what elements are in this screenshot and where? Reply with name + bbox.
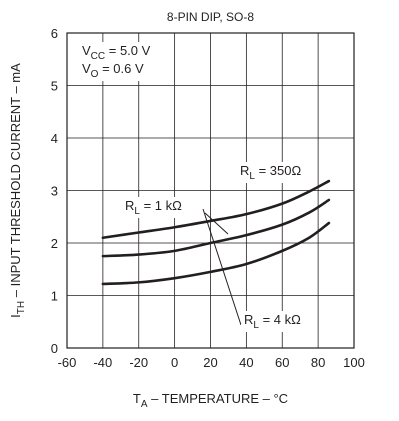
condition-vo: VO = 0.6 V (82, 61, 144, 80)
y-tick-label: 3 (51, 184, 58, 199)
x-tick-label: 0 (171, 355, 178, 370)
curves (101, 179, 331, 286)
x-tick-label: 60 (275, 355, 289, 370)
label-1k-background (122, 197, 186, 218)
chart-title: 8-PIN DIP, SO-8 (167, 10, 254, 24)
condition-vcc: VCC = 5.0 V (82, 43, 151, 62)
leader-line-4k (202, 208, 242, 326)
conditions-background (80, 42, 153, 81)
x-tick-label: 20 (203, 355, 217, 370)
y-tick-label: 4 (51, 131, 58, 146)
y-tick-labels: 0 1 2 3 4 5 6 (51, 26, 58, 356)
x-tick-labels: -60 -40 -20 0 20 40 60 80 100 (58, 355, 365, 370)
y-tick-label: 6 (51, 26, 58, 41)
y-axis-label: ITH – INPUT THRESHOLD CURRENT – mA (8, 63, 27, 318)
series-label-350ohm: RL = 350Ω (240, 163, 301, 182)
curve-rl-4kohm (101, 221, 331, 286)
series-label-1kohm: RL = 1 kΩ (125, 198, 182, 217)
x-tick-label: 100 (343, 355, 365, 370)
y-tick-label: 2 (51, 236, 58, 251)
curve-rl-1kohm (101, 198, 331, 258)
series-label-4kohm: RL = 4 kΩ (244, 312, 301, 331)
x-tick-label: 40 (239, 355, 253, 370)
y-tick-label: 5 (51, 79, 58, 94)
label-leaders (202, 208, 242, 326)
label-350-background (237, 162, 305, 183)
curve-rl-350ohm (101, 179, 331, 240)
x-tick-label: -60 (58, 355, 77, 370)
label-4k-background (241, 311, 305, 332)
x-axis-label: TA – TEMPERATURE – °C (133, 391, 288, 410)
plot-frame (66, 32, 355, 349)
x-tick-label: 80 (311, 355, 325, 370)
x-tick-label: -40 (93, 355, 112, 370)
y-tick-label: 0 (51, 341, 58, 356)
y-tick-label: 1 (51, 289, 58, 304)
x-tick-label: -20 (129, 355, 148, 370)
leader-line-1k (204, 212, 229, 235)
